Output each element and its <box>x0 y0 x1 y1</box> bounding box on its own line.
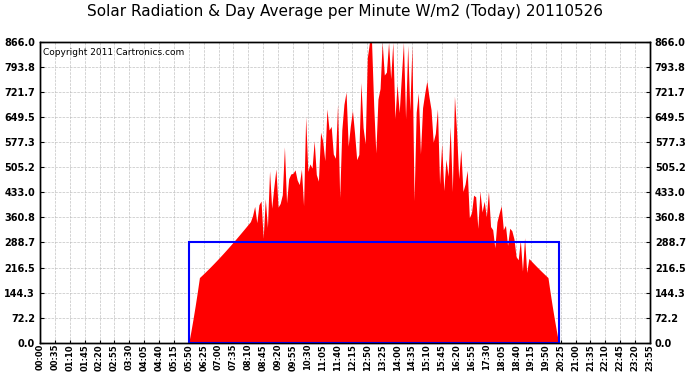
Bar <box>189 243 559 343</box>
Text: Solar Radiation & Day Average per Minute W/m2 (Today) 20110526: Solar Radiation & Day Average per Minute… <box>87 4 603 19</box>
Text: Copyright 2011 Cartronics.com: Copyright 2011 Cartronics.com <box>43 48 184 57</box>
